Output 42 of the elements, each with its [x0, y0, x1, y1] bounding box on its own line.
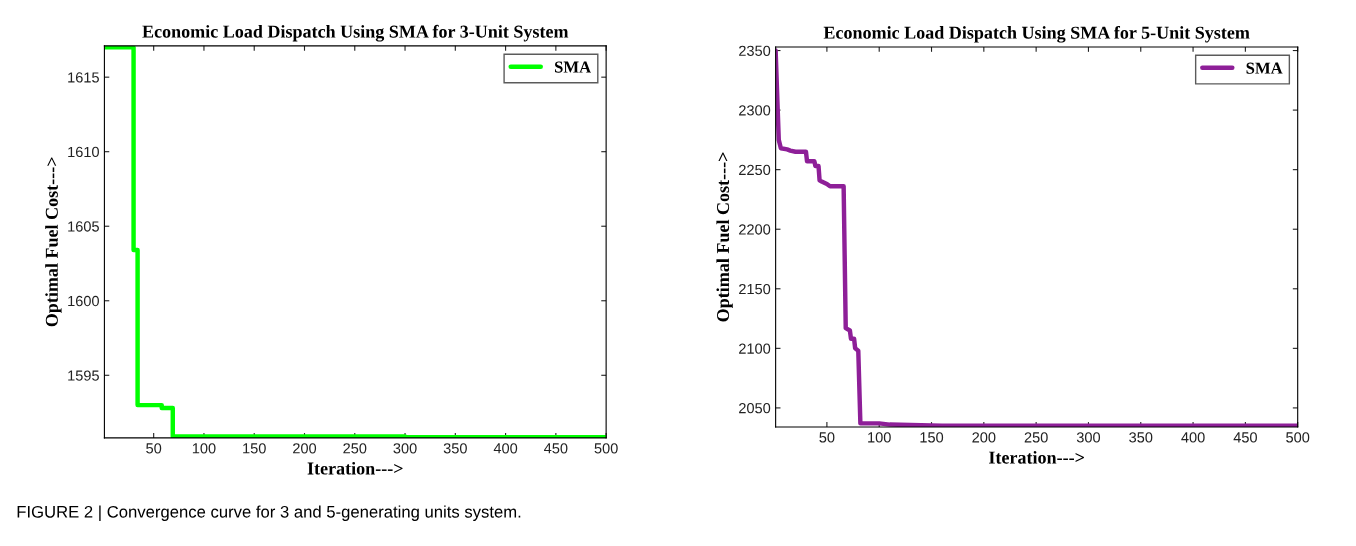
y-tick-label: 1610 — [68, 146, 99, 158]
x-tick-label: 50 — [819, 432, 835, 443]
caption: FIGURE 2 | Convergence curve for 3 and 5-generating units system. — [17, 505, 521, 522]
y-tick-label: 2100 — [739, 343, 771, 354]
x-tick-label: 50 — [146, 443, 162, 454]
y-tick-label: 1600 — [68, 295, 99, 307]
y-axis-title: Optimal Fuel Cost---> — [45, 157, 62, 327]
x-axis-title: Iteration---> — [989, 450, 1084, 464]
x-tick-label: 400 — [1181, 432, 1205, 443]
y-tick-label: 2200 — [739, 224, 771, 235]
x-tick-label: 250 — [343, 443, 367, 454]
x-tick-label: 250 — [1024, 432, 1048, 443]
y-axis-title: Optimal Fuel Cost---> — [716, 152, 733, 322]
x-tick-label: 350 — [443, 443, 467, 454]
legend-label: SMA — [554, 61, 592, 73]
y-tick-label: 2250 — [739, 164, 771, 176]
legend-label: SMA — [1246, 62, 1283, 74]
chart-title: Economic Load Dispatch Using SMA for 3-Unit System — [142, 24, 569, 42]
x-tick-label: 200 — [972, 432, 996, 443]
x-tick-label: 350 — [1129, 432, 1153, 443]
x-tick-label: 450 — [544, 443, 568, 454]
x-tick-label: 500 — [1286, 432, 1310, 443]
x-tick-label: 100 — [192, 443, 216, 454]
y-tick-label: 2150 — [739, 283, 771, 295]
x-axis-title: Iteration---> — [307, 461, 403, 475]
y-tick-label: 2050 — [739, 403, 771, 414]
x-tick-label: 150 — [243, 443, 266, 454]
chart-title: Economic Load Dispatch Using SMA for 5-Unit System — [823, 25, 1250, 43]
x-tick-label: 150 — [920, 432, 944, 443]
x-tick-label: 100 — [868, 432, 891, 443]
y-tick-label: 1595 — [68, 370, 99, 381]
y-tick-label: 2350 — [739, 45, 771, 56]
x-tick-label: 300 — [393, 443, 417, 454]
y-tick-label: 2300 — [739, 105, 771, 116]
x-tick-label: 400 — [493, 443, 518, 454]
x-tick-label: 450 — [1233, 432, 1257, 443]
y-tick-label: 1615 — [68, 72, 99, 83]
y-tick-label: 1605 — [68, 221, 99, 232]
line-series — [775, 48, 1298, 427]
x-tick-label: 200 — [293, 443, 317, 454]
x-tick-label: 500 — [594, 443, 618, 454]
x-tick-label: 300 — [1076, 432, 1101, 443]
